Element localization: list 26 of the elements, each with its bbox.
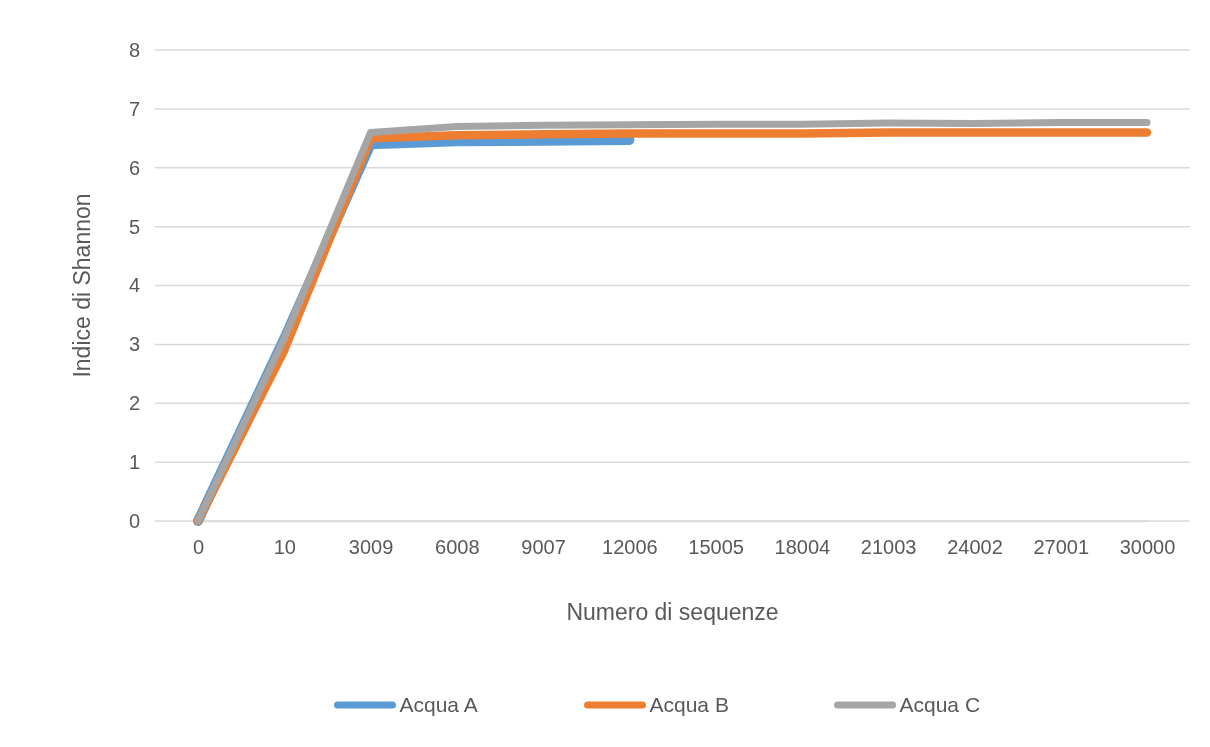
y-tick-label: 7 (128, 97, 140, 120)
x-tick-label: 3009 (348, 536, 394, 558)
y-axis-title: Indice di Shannon (69, 193, 95, 378)
x-tick-label: 9007 (521, 536, 566, 558)
x-tick-label: 30000 (1119, 536, 1176, 558)
y-tick-label: 5 (128, 215, 140, 238)
y-tick-label: 3 (128, 333, 140, 356)
y-tick-label: 6 (128, 156, 140, 179)
y-tick-label: 0 (128, 509, 140, 532)
x-tick-label: 12006 (602, 536, 658, 558)
y-tick-label: 4 (128, 274, 140, 297)
legend-label: Acqua B (649, 693, 729, 716)
legend-label: Acqua C (899, 693, 981, 716)
x-tick-label: 6008 (435, 536, 480, 558)
x-tick-label: 15005 (688, 536, 744, 558)
x-tick-label: 0 (192, 536, 205, 558)
x-tick-label: 18004 (774, 536, 831, 558)
y-tick-label: 1 (128, 451, 140, 474)
x-tick-label: 27001 (1033, 536, 1090, 558)
x-tick-label: 21003 (860, 536, 917, 558)
x-axis-title: Numero di sequenze (566, 599, 779, 625)
y-tick-label: 2 (128, 392, 140, 415)
x-tick-label: 24002 (947, 536, 1003, 558)
y-tick-label: 8 (128, 38, 140, 61)
x-tick-label: 10 (273, 536, 296, 558)
legend-label: Acqua A (399, 693, 478, 716)
